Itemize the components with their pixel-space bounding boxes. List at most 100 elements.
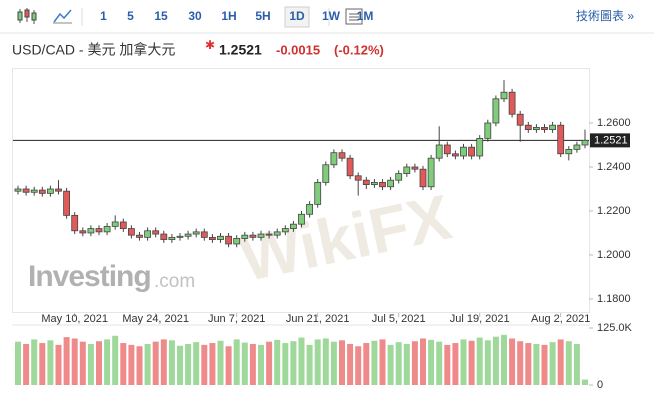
candle-body	[443, 144, 451, 155]
volume-bar	[23, 343, 30, 385]
interval-button[interactable]: 5H	[255, 9, 270, 23]
volume-bar	[120, 343, 127, 385]
candle-body	[549, 124, 556, 131]
volume-bar	[209, 343, 216, 385]
volume-bar	[282, 343, 289, 385]
volume-bar	[193, 342, 200, 385]
candle-body	[95, 228, 103, 233]
candle-body	[47, 188, 54, 194]
volume-bar	[79, 341, 86, 385]
volume-bar	[15, 341, 21, 385]
candle-body	[249, 234, 257, 238]
candle-body	[225, 235, 233, 245]
volume-bar	[241, 342, 248, 385]
candle-body	[435, 144, 443, 159]
volume-bar	[541, 344, 548, 385]
interval-button[interactable]: 5	[127, 9, 134, 23]
candle-body	[354, 175, 362, 181]
candle-body	[451, 153, 459, 157]
volume-bar	[517, 341, 524, 385]
interval-button[interactable]: 1M	[357, 9, 374, 23]
volume-bar	[298, 337, 305, 385]
candle-body	[395, 173, 403, 181]
interval-button[interactable]: 1H	[221, 9, 236, 23]
last-price-box	[590, 133, 630, 148]
candle-body	[127, 228, 135, 236]
volume-bar	[87, 343, 94, 385]
candle-body	[581, 139, 589, 146]
candle-body	[492, 98, 500, 124]
volume-bar	[492, 336, 499, 385]
x-tick-label: Jun 21, 2021	[286, 313, 350, 325]
candle-body	[516, 113, 524, 126]
toolbar	[0, 0, 654, 33]
candle-body	[573, 144, 581, 150]
volume-bar	[501, 334, 507, 385]
candle-body	[346, 157, 354, 177]
volume-bar	[136, 346, 143, 385]
volume-bar	[347, 343, 354, 385]
candle-body	[192, 231, 200, 235]
volume-bar	[249, 343, 256, 385]
y-tick-label: 1.1800	[597, 293, 631, 305]
volume-bar	[322, 338, 329, 385]
symbol: USD/CAD - 美元 加拿大元	[12, 42, 175, 58]
plot: 1.1800 1.2000 1.2200 1.2400 1.2600 May 10, 20…	[13, 80, 633, 391]
candle-icon[interactable]	[17, 8, 37, 24]
candle-body	[152, 230, 160, 235]
volume-bar	[152, 341, 159, 385]
volume-bar	[330, 341, 337, 385]
last-price-label: 1.2521	[594, 134, 628, 146]
volume-bar	[306, 344, 313, 385]
candle-body	[427, 157, 435, 188]
interval-active	[284, 6, 310, 28]
candle-body	[103, 225, 111, 233]
volume-bar	[63, 337, 70, 385]
volume-bar	[582, 379, 588, 385]
volume-bar	[233, 339, 240, 385]
volume-bar	[468, 340, 475, 385]
candle-body	[168, 236, 176, 240]
watermark-suffix: .com	[154, 271, 195, 292]
interval-button[interactable]: 1	[100, 9, 107, 23]
candle-body	[460, 146, 467, 157]
candle-body	[387, 179, 395, 188]
volume-bar	[363, 343, 370, 385]
volume-tick-label: 0	[597, 379, 603, 391]
interval-button[interactable]: 1W	[322, 9, 341, 23]
y-tick-label: 1.2600	[597, 117, 631, 129]
volume-bar	[565, 341, 572, 385]
candle-body	[22, 188, 30, 193]
x-tick-label: May 24, 2021	[122, 313, 189, 325]
volume-bar	[274, 339, 281, 385]
alert-star[interactable]: ✱	[205, 38, 215, 52]
interval-button[interactable]: 30	[188, 9, 202, 23]
candle-body	[306, 203, 314, 215]
candle-body	[289, 223, 297, 229]
candle-body	[55, 188, 62, 192]
candle-body	[233, 238, 241, 245]
candle-body	[411, 166, 419, 170]
candle-body	[257, 233, 265, 238]
volume-bar	[185, 343, 192, 385]
candle-body	[500, 91, 508, 100]
volume-tick-label: 125.0K	[597, 322, 633, 334]
chart-link[interactable]: 技術圖表 »	[576, 9, 634, 23]
volume-bar	[31, 339, 38, 385]
candle-body	[200, 231, 208, 238]
candle-body	[71, 214, 79, 232]
candle-body	[30, 189, 38, 193]
candle-body	[63, 190, 70, 216]
volume-bar	[104, 339, 111, 385]
volume-bar	[217, 340, 224, 385]
volume-bar	[290, 341, 297, 385]
price-frame	[12, 68, 590, 313]
volume-bar	[39, 343, 46, 385]
interval-button[interactable]: 1D	[289, 9, 305, 23]
print-icon[interactable]	[345, 8, 363, 25]
interval-button[interactable]: 15	[154, 9, 168, 23]
candle-body	[111, 221, 119, 227]
change-percent: (-0.12%)	[334, 42, 384, 57]
line-icon[interactable]	[53, 9, 72, 24]
